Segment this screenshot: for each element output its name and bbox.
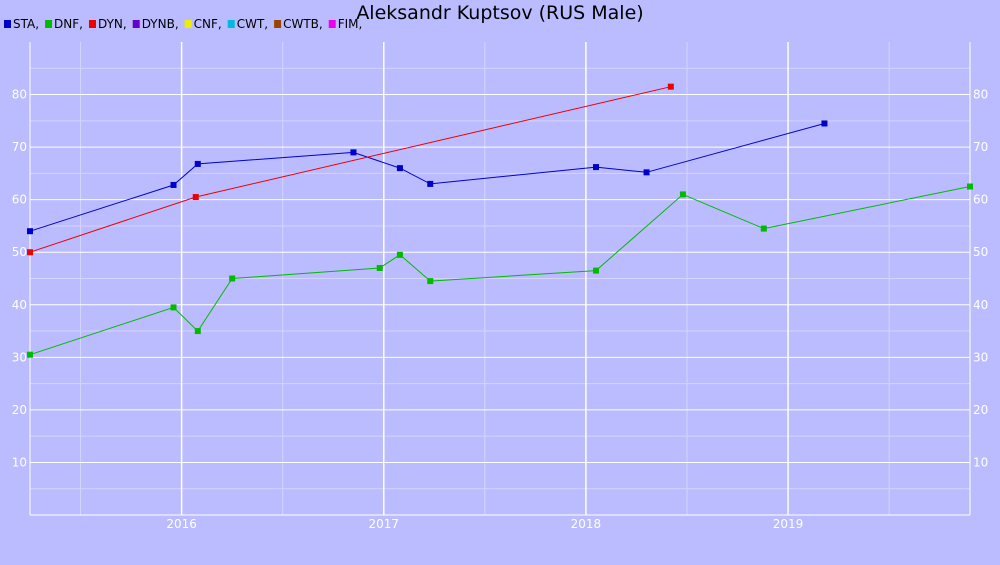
x-tick-label: 2018 (571, 517, 602, 531)
legend-label: CWT, (237, 17, 268, 31)
data-point-sta (427, 180, 434, 187)
y-tick-label-right: 70 (973, 140, 988, 154)
x-tick-label: 2019 (773, 517, 804, 531)
legend-label: DYNB, (142, 17, 179, 31)
legend-label: DYN, (98, 17, 127, 31)
legend-label: DNF, (54, 17, 83, 31)
data-point-dnf (679, 191, 686, 198)
y-tick-label-left: 40 (12, 298, 27, 312)
legend-swatch (45, 20, 53, 28)
data-point-dnf (27, 351, 33, 358)
y-tick-label-left: 30 (12, 350, 27, 364)
y-tick-label-right: 50 (973, 245, 988, 259)
y-tick-label-right: 60 (973, 193, 988, 207)
y-tick-label-left: 20 (12, 403, 27, 417)
grid (30, 42, 970, 515)
data-point-dnf (229, 275, 236, 282)
data-point-dyn (192, 194, 199, 201)
data-point-dyn (667, 83, 674, 90)
data-point-dnf (376, 264, 383, 271)
data-point-sta (643, 169, 650, 176)
legend-label: STA, (13, 17, 39, 31)
legend-label: CWTB, (283, 17, 323, 31)
data-point-sta (821, 120, 828, 127)
data-point-sta (350, 149, 357, 156)
y-tick-label-right: 80 (973, 88, 988, 102)
data-point-dnf (396, 251, 403, 258)
legend-swatch (132, 20, 140, 28)
legend-swatch (184, 20, 192, 28)
legend-swatch (274, 20, 282, 28)
x-tick-label: 2016 (166, 517, 197, 531)
data-point-dnf (593, 267, 600, 274)
data-point-sta (27, 228, 33, 235)
data-point-dnf (170, 304, 177, 311)
data-point-sta (593, 164, 600, 171)
legend-label: FIM, (338, 17, 363, 31)
x-tick-label: 2017 (368, 517, 399, 531)
y-tick-label-left: 60 (12, 193, 27, 207)
series-line-dnf (29, 186, 971, 356)
data-point-sta (396, 165, 403, 172)
data-point-dnf (427, 278, 434, 285)
y-tick-label-left: 70 (12, 140, 27, 154)
legend-label: CNF, (194, 17, 222, 31)
legend-swatch (4, 20, 11, 28)
y-tick-label-right: 40 (973, 298, 988, 312)
y-tick-label-left: 80 (12, 88, 27, 102)
data-point-dnf (194, 328, 201, 335)
y-tick-label-right: 10 (973, 455, 988, 469)
legend: STA, DNF, DYN, DYNB, CNF, CWT, CWTB, FIM, (4, 17, 362, 31)
legend-swatch (328, 20, 336, 28)
axes: 10 10 20 20 30 30 40 40 50 50 60 60 70 70 80 80 2016 2017… (12, 42, 988, 531)
y-tick-label-left: 50 (12, 245, 27, 259)
chart-title: Aleksandr Kuptsov (RUS Male) (356, 2, 643, 24)
y-tick-label-right: 20 (973, 403, 988, 417)
y-tick-label-right: 30 (973, 350, 988, 364)
series-line-sta (29, 123, 825, 232)
data-point-dnf (760, 225, 767, 232)
series-layer (27, 83, 973, 358)
y-tick-label-left: 10 (12, 455, 27, 469)
data-point-sta (170, 181, 177, 188)
data-point-dyn (27, 249, 33, 256)
legend-swatch (227, 20, 235, 28)
data-point-dnf (967, 183, 973, 190)
data-point-sta (194, 160, 201, 167)
legend-swatch (88, 20, 96, 28)
